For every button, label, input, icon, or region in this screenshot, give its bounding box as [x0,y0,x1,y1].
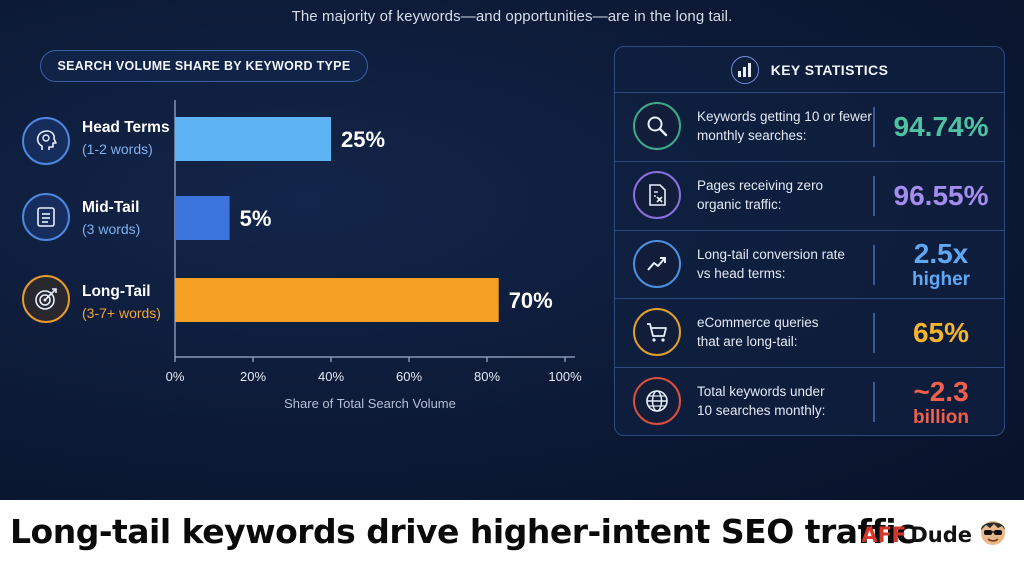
stat-description-line: vs head terms: [697,265,786,281]
panel-title: KEY STATISTICS [770,61,889,78]
stat-divider [873,107,875,147]
category-label: Head Terms [82,119,170,136]
x-tick-label: 40% [318,369,344,384]
x-tick-label: 0% [166,369,185,384]
footer-title: Long-tail keywords drive higher-intent S… [10,512,916,551]
footer-banner: Long-tail keywords drive higher-intent S… [0,500,1024,565]
stat-description: Total keywords under 10 searches monthly: [697,382,887,420]
category-sublabel: (1-2 words) [82,141,153,157]
stat-description-line: eCommerce queries [697,315,819,331]
category-sublabel: (3 words) [82,221,141,237]
stat-description: Pages receiving zero organic traffic: [697,176,887,214]
file-x-icon [633,170,681,219]
x-tick-label: 80% [474,369,500,384]
chart-title-pill: SEARCH VOLUME SHARE BY KEYWORD TYPE [40,50,368,82]
stat-value-sub: higher [911,269,971,291]
stat-row: Total keywords under 10 searches monthly:… [615,368,1004,437]
stat-description-line: monthly searches: [697,128,807,143]
stat-description: Long-tail conversion rate vs head terms: [697,245,887,283]
category-sublabel: (3-7+ words) [82,305,161,321]
stat-value-main: 94.74% [893,111,989,142]
bar-mid-tail [175,196,230,240]
stat-row: eCommerce queries that are long-tail: 65% [615,299,1004,369]
stat-value-main: ~2.3 [913,375,969,407]
stat-value: ~2.3 billion [879,368,1003,436]
stat-divider [873,313,875,354]
document-list-icon [22,193,70,241]
stat-value: 2.5x higher [879,231,1003,299]
cart-icon [633,308,681,357]
stat-description: eCommerce queries that are long-tail: [697,313,887,351]
category-label: Mid-Tail [82,199,140,216]
stat-description-line: Total keywords under [697,384,825,400]
infographic-subtitle: The majority of keywords—and opportuniti… [291,8,733,25]
stat-description-line: Keywords getting 10 or fewer [697,109,872,124]
search-icon [633,102,681,150]
stat-description: Keywords getting 10 or fewer monthly sear… [697,107,887,145]
stat-value-main: 2.5x [913,238,969,270]
stat-description-line: Pages receiving zero [697,177,824,193]
stat-description-line: that are long-tail: [697,334,798,350]
stat-divider [873,382,875,423]
stat-value-main: 96.55% [893,179,989,211]
brand-dude: Dude [910,522,972,547]
x-tick-label: 20% [240,369,266,384]
stat-divider [873,175,875,216]
stat-value-main: 65% [912,317,970,349]
bar-head-terms [175,117,331,161]
bar-data-label: 25% [341,127,385,152]
bar-data-label: 70% [509,288,553,313]
dude-avatar-icon [976,516,1010,553]
stat-value-sub: billion [913,406,969,428]
head-brain-icon [22,117,70,165]
bar-long-tail [175,278,499,322]
stat-value: 96.55% [879,162,1003,230]
category-label: Long-Tail [82,283,151,300]
stat-row: Long-tail conversion rate vs head terms: 2… [615,231,1004,300]
target-icon [22,275,70,323]
infographic-canvas: The majority of keywords—and opportuniti… [0,0,1024,500]
stat-description-line: Long-tail conversion rate [697,246,845,262]
x-axis-label: Share of Total Search Volume [284,396,456,411]
x-tick-label: 100% [548,369,582,384]
stat-value: 94.74% [879,93,1003,161]
bar-chart-icon [730,55,759,84]
globe-icon [633,377,681,426]
stat-row: Pages receiving zero organic traffic: 96.5… [615,162,1004,231]
stat-description-line: 10 searches monthly: [697,403,826,419]
stat-description-line: organic traffic: [697,196,782,212]
stat-row: Keywords getting 10 or fewer monthly sear… [615,93,1004,162]
brand-aff: AFF [861,522,907,547]
panel-header: KEY STATISTICS [615,47,1004,93]
brand-logo: AFF Dude [861,516,1010,553]
bar-chart: 0% 20% 40% 60% 80% 100% 25% 5% 70% [166,100,582,384]
stat-divider [873,244,875,285]
trend-up-icon [633,239,681,288]
bar-data-label: 5% [240,206,272,231]
key-statistics-panel: KEY STATISTICS Keywords getting 10 or fe… [614,46,1005,436]
stat-value: 65% [879,299,1003,367]
x-tick-label: 60% [396,369,422,384]
